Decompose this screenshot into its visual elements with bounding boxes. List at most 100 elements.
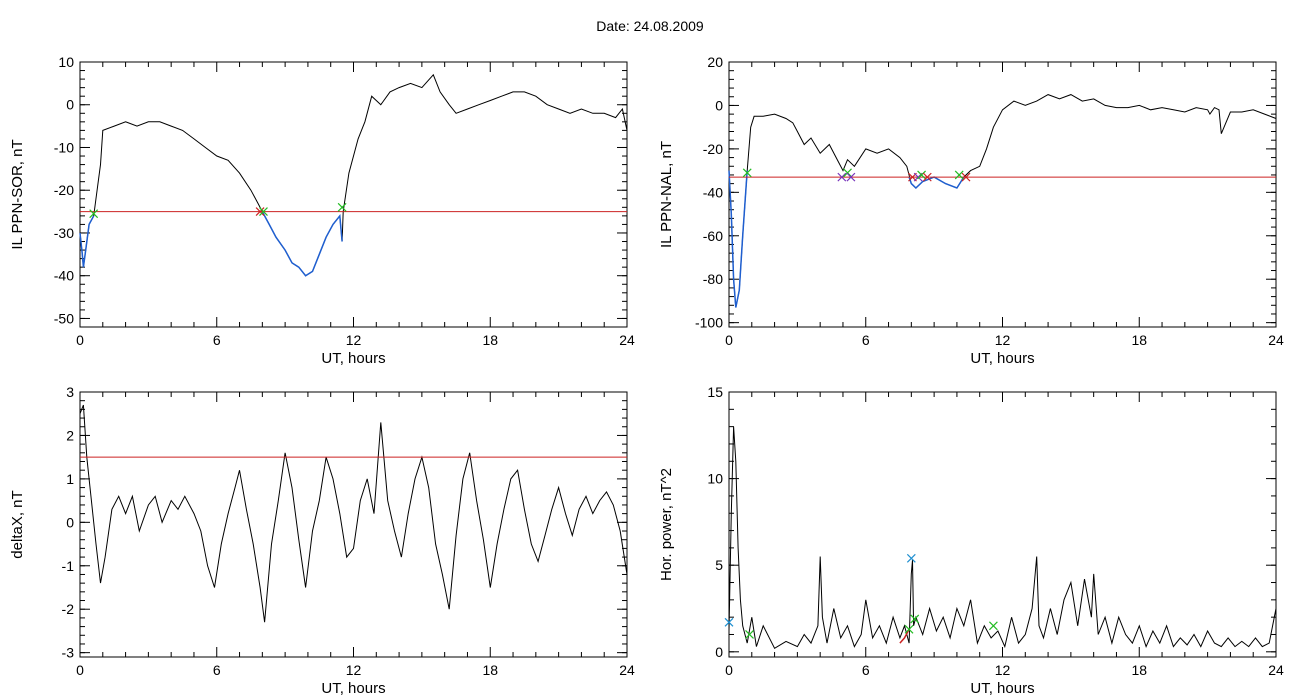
y-tick-label: 5 [715,557,723,573]
series-line-below-threshold [261,211,343,277]
event-marker [922,172,932,182]
plot-frame [728,61,1277,328]
x-tick-label: 24 [1268,662,1284,678]
y-tick-label: -50 [54,310,74,326]
x-tick-label: 24 [1268,332,1284,348]
marker-stroke [961,172,971,182]
event-marker [742,168,752,178]
marker-stroke [843,168,852,178]
marker-stroke [904,624,914,634]
marker-stroke [906,553,916,563]
y-tick-label: 3 [66,384,74,400]
y-tick-label: -3 [62,645,75,661]
event-marker [904,624,914,634]
event-marker [906,553,916,563]
marker-stroke [742,168,752,178]
event-marker [259,207,268,217]
x-tick-label: 24 [619,662,635,678]
marker-stroke [910,614,920,624]
y-tick-label: 1 [66,471,74,487]
x-tick-label: 6 [213,332,221,348]
y-tick-label: -1 [62,558,75,574]
y-tick-label: 0 [715,97,723,113]
x-axis-label: UT, hours [321,680,385,697]
y-axis-label: Hor. power, nT^2 [658,468,675,581]
x-tick-label: 12 [346,662,362,678]
x-tick-label: 0 [76,662,84,678]
event-marker [255,207,265,217]
y-tick-label: -100 [695,315,723,331]
marker-stroke [954,170,964,180]
event-marker [917,170,927,180]
y-axis-label: IL PPN-SOR, nT [9,139,26,249]
y-tick-label: 0 [66,514,74,530]
series-line-main [728,426,1277,650]
chart-1: 0 6 12 18 24 10 0 -10 -20 -30 -40 -50 UT, hours IL PP… [9,54,635,367]
event-marker [961,172,971,182]
x-axis-label: UT, hours [970,680,1034,697]
marker-stroke [846,172,856,182]
y-tick-label: -40 [703,184,723,200]
marker-stroke [337,202,347,212]
event-marker [954,170,964,180]
plot-frame [79,391,628,658]
event-marker [837,172,847,182]
marker-stroke [745,630,754,639]
x-tick-label: 12 [995,332,1011,348]
series-line-main [79,73,628,277]
y-tick-label: -10 [54,139,74,155]
marker-stroke [922,172,932,182]
event-marker [89,209,99,219]
y-axis-label: deltaX, nT [9,490,26,558]
x-axis-label: UT, hours [321,350,385,367]
event-marker [745,630,754,639]
y-tick-label: 20 [707,54,723,70]
y-tick-label: 0 [66,97,74,113]
marker-stroke [89,209,99,219]
y-tick-label: -40 [54,268,74,284]
y-tick-label: 0 [715,644,723,660]
event-marker [910,614,920,624]
series-line-below-threshold [728,170,748,308]
y-tick-label: 15 [707,384,723,400]
x-tick-label: 6 [213,662,221,678]
event-marker [337,202,347,212]
x-tick-label: 12 [995,662,1011,678]
y-tick-label: 2 [66,427,74,443]
x-tick-label: 18 [1131,332,1147,348]
series-line-main [79,404,628,623]
x-tick-label: 18 [1131,662,1147,678]
event-marker [843,168,852,178]
marker-stroke [255,207,265,217]
x-tick-label: 0 [76,332,84,348]
chart-4: 0 6 12 18 24 15 10 5 0 UT, hours Hor. power, nT^2 [658,384,1284,697]
y-tick-label: -80 [703,271,723,287]
y-tick-label: -20 [54,182,74,198]
y-tick-label: -30 [54,225,74,241]
marker-stroke [724,617,734,627]
series-line-main [728,94,1277,308]
x-tick-label: 0 [725,662,733,678]
plot-frame [79,61,628,328]
y-tick-label: 10 [58,54,74,70]
x-tick-label: 0 [725,332,733,348]
x-tick-label: 12 [346,332,362,348]
x-tick-label: 18 [482,332,498,348]
y-axis-label: IL PPN-NAL, nT [658,141,675,248]
chart-2: 0 6 12 18 24 20 0 -20 -40 -60 -80 -100 UT, hours IL P… [658,54,1284,367]
y-tick-label: -20 [703,141,723,157]
series-line-below-threshold [908,176,965,190]
event-marker [724,617,734,627]
marker-stroke [988,621,998,631]
series-line-highlight [899,628,910,644]
y-tick-label: -60 [703,228,723,244]
x-tick-label: 6 [862,662,870,678]
marker-stroke [917,170,927,180]
series-line-below-threshold [79,215,95,268]
y-tick-label: 10 [707,471,723,487]
chart-3: 0 6 12 18 24 3 2 1 0 -1 -2 -3 UT, hours deltaX, nT [9,384,635,697]
marker-stroke [837,172,847,182]
event-marker [988,621,998,631]
x-axis-label: UT, hours [970,350,1034,367]
